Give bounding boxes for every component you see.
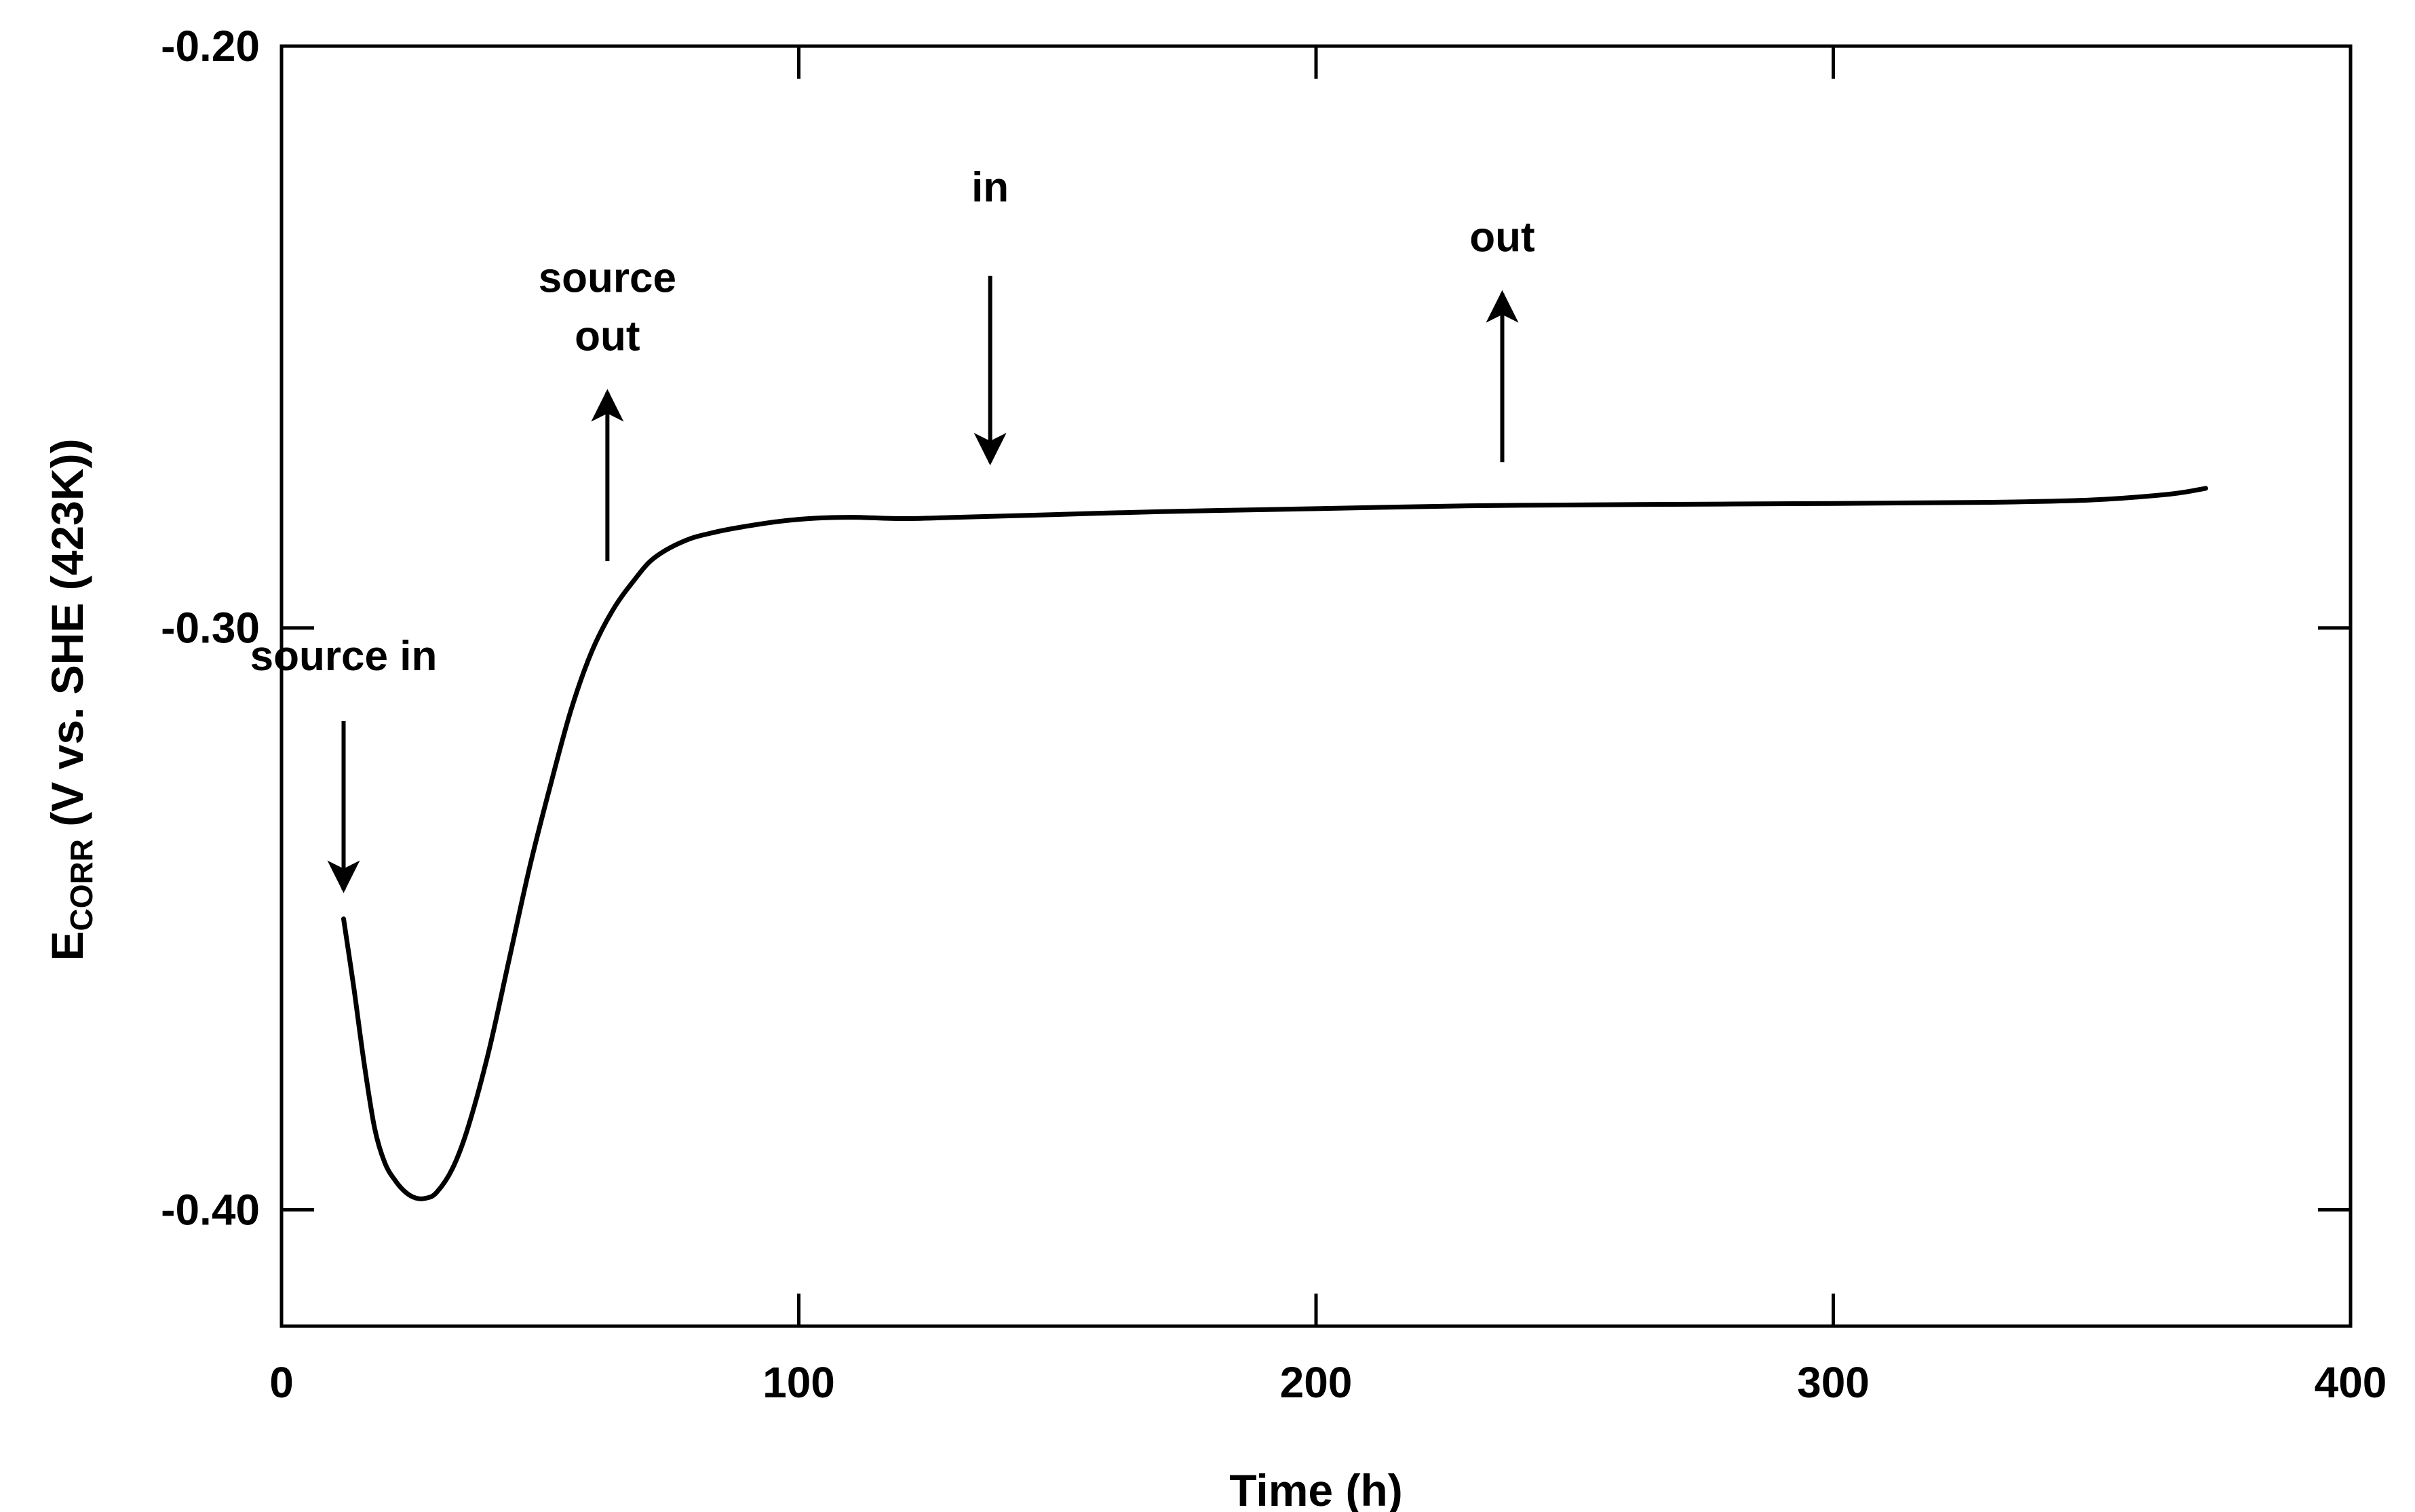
- x-tick-label: 300: [1797, 1358, 1870, 1407]
- annotation-label: out: [1469, 214, 1534, 261]
- y-axis-title-main: E: [42, 931, 92, 961]
- ticks-layer: 0 100 200 300 400 -0.20 -0.30 -0.40: [161, 22, 2387, 1407]
- annotation-label: source in: [250, 633, 438, 680]
- x-tick-label: 0: [269, 1358, 294, 1407]
- annotation-label: in: [971, 164, 1009, 211]
- x-tick-label: 100: [762, 1358, 835, 1407]
- series-layer: [341, 486, 2208, 1201]
- x-tick-label: 200: [1280, 1358, 1353, 1407]
- y-tick-label: -0.40: [161, 1185, 260, 1234]
- y-tick-label: -0.30: [161, 604, 260, 653]
- annotations-layer: source in source out in out: [250, 164, 1535, 893]
- x-tick-label: 400: [2315, 1358, 2387, 1407]
- annotation-label: out: [575, 313, 640, 360]
- x-axis-title: Time (h): [1229, 1465, 1402, 1512]
- y-axis-title-rest: (V vs. SHE (423K)): [42, 438, 92, 839]
- y-axis-title: ECORR (V vs. SHE (423K)): [42, 438, 99, 961]
- annotation-label: source: [539, 254, 676, 301]
- y-tick-label: -0.20: [161, 22, 260, 71]
- y-axis-title-subscript: CORR: [64, 839, 99, 931]
- series-line-ecorr: [341, 486, 2208, 1201]
